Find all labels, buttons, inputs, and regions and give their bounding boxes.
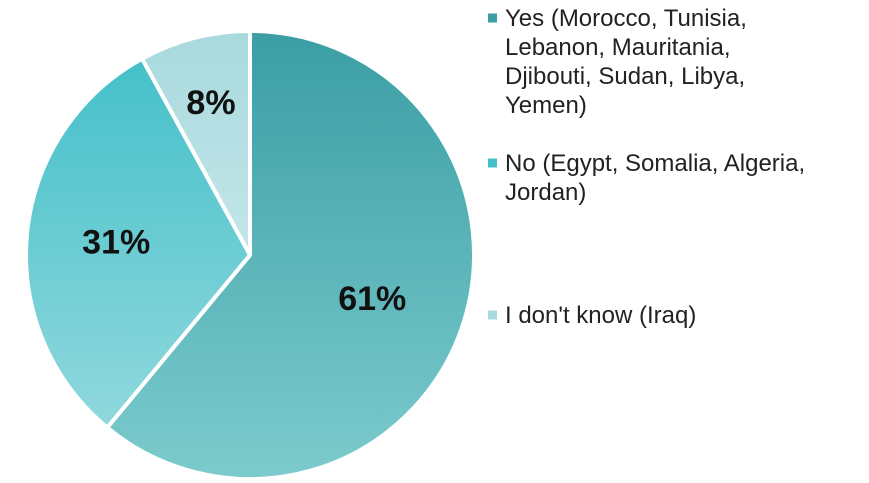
legend-label-3: I don't know (Iraq): [505, 302, 696, 329]
legend-marker-3: [488, 310, 497, 320]
legend-marker-2: [488, 158, 497, 168]
legend-marker-1: [488, 13, 497, 23]
slice-label-2: 31%: [82, 223, 150, 261]
pie-slice-2: [24, 55, 253, 431]
slice-label-3: 8%: [186, 84, 235, 122]
pie-slice-labels: 61% 31% 8%: [82, 84, 406, 318]
pie-slice-3: [139, 28, 252, 256]
pie-slices: [24, 28, 476, 481]
slice-label-1: 61%: [338, 280, 406, 318]
legend-label-2: No (Egypt, Somalia, Algeria, Jordan): [505, 150, 805, 206]
legend: Yes (Morocco, Tunisia, Lebanon, Mauritani…: [488, 5, 805, 329]
legend-label-1: Yes (Morocco, Tunisia, Lebanon, Mauritani…: [505, 5, 747, 119]
pie-slice-1: [104, 28, 476, 481]
